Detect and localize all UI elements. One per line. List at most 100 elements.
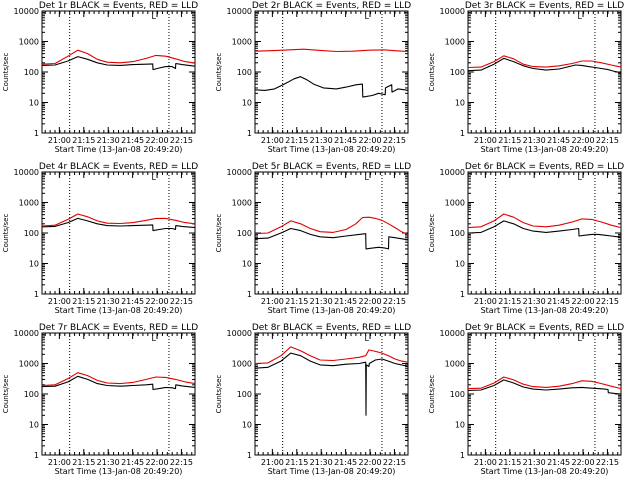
events-series-line [41,217,196,232]
y-tick-label: 1000 [232,199,252,208]
y-tick-label: 10000 [227,329,252,338]
x-tick-label: 21:45 [547,136,570,145]
events-series-line [41,375,196,391]
events-series-line [254,227,409,250]
x-tick-label: 21:00 [474,458,497,467]
x-tick-label: 22:15 [596,458,619,467]
x-tick-label: 21:30 [97,136,120,145]
y-tick-label: 10000 [440,168,465,177]
x-tick-label: 21:00 [261,136,284,145]
panel-title: Det 9r BLACK = Events, RED = LLD [465,323,624,333]
y-tick-label: 10 [242,99,252,108]
panel-title: Det 6r BLACK = Events, RED = LLD [465,162,624,172]
x-tick-label: 22:15 [383,136,406,145]
detector-panel-5: Det 5r BLACK = Events, RED = LLD 1 10 100 10… [215,162,411,315]
panel-title: Det 7r BLACK = Events, RED = LLD [39,323,198,333]
lld-series-line [41,372,196,387]
detector-panel-8: Det 8r BLACK = Events, RED = LLD 1 10 100 10… [215,323,411,476]
y-axis-label: Counts/sec [2,375,10,414]
y-tick-label: 1 [247,290,252,299]
x-axis-label: Start Time (13-Jan-08 20:49:20) [481,306,609,315]
y-tick-label: 100 [450,390,465,399]
x-tick-label: 22:00 [145,458,168,467]
y-tick-label: 10000 [227,168,252,177]
panel-title: Det 5r BLACK = Events, RED = LLD [252,162,411,172]
corner-marker-label: L [151,334,156,343]
x-tick-label: 22:00 [358,136,381,145]
y-tick-label: 1 [34,129,39,138]
y-tick-label: 1000 [445,360,465,369]
corner-marker-label: L [364,12,369,21]
plot-frame [41,332,196,456]
plot-frame [254,332,409,456]
detector-panel-7: Det 7r BLACK = Events, RED = LLD 1 10 100 10… [2,323,198,476]
x-tick-label: 21:15 [285,458,308,467]
y-axis-label: Counts/sec [2,53,10,92]
y-tick-label: 1 [34,451,39,460]
x-tick-label: 21:00 [261,297,284,306]
x-tick-label: 21:45 [334,458,357,467]
y-tick-label: 10 [29,421,39,430]
y-tick-label: 10 [242,421,252,430]
events-series-line [41,56,196,71]
y-tick-label: 1 [247,451,252,460]
y-tick-label: 1 [460,290,465,299]
x-tick-label: 21:30 [523,136,546,145]
x-tick-label: 22:00 [571,458,594,467]
plot-frame [254,171,409,295]
corner-marker-label: L [151,173,156,182]
y-tick-label: 1000 [19,360,39,369]
x-tick-label: 22:00 [145,297,168,306]
y-tick-label: 1000 [445,199,465,208]
y-tick-label: 100 [450,229,465,238]
y-tick-label: 1000 [232,360,252,369]
y-tick-label: 10 [29,260,39,269]
x-axis-label: Start Time (13-Jan-08 20:49:20) [55,467,183,476]
y-tick-label: 100 [237,68,252,77]
y-tick-label: 10 [242,260,252,269]
panel-title: Det 3r BLACK = Events, RED = LLD [465,1,624,11]
x-tick-label: 21:45 [121,297,144,306]
x-tick-label: 22:15 [596,136,619,145]
x-tick-label: 21:15 [285,297,308,306]
y-axis-label: Counts/sec [428,53,436,92]
x-tick-label: 21:45 [334,297,357,306]
detector-panel-3: Det 3r BLACK = Events, RED = LLD 1 10 100 10… [428,1,624,154]
x-tick-label: 21:15 [72,458,95,467]
y-axis-label: Counts/sec [215,375,223,414]
plot-frame [467,10,622,134]
detector-panel-4: Det 4r BLACK = Events, RED = LLD 1 10 100 10… [2,162,198,315]
y-tick-label: 10 [455,99,465,108]
x-tick-label: 21:30 [523,458,546,467]
x-axis-label: Start Time (13-Jan-08 20:49:20) [268,306,396,315]
y-axis-label: Counts/sec [428,375,436,414]
x-tick-label: 21:30 [97,297,120,306]
plot-frame [467,332,622,456]
y-tick-label: 10000 [14,168,39,177]
corner-marker-label: L [577,12,582,21]
x-tick-label: 21:00 [474,136,497,145]
x-tick-label: 22:15 [170,136,193,145]
events-series-line [467,57,622,74]
panel-title: Det 8r BLACK = Events, RED = LLD [252,323,411,333]
lld-series-line [467,213,622,229]
y-tick-label: 10000 [14,329,39,338]
y-axis-label: Counts/sec [428,214,436,253]
panel-title: Det 4r BLACK = Events, RED = LLD [39,162,198,172]
y-tick-label: 100 [450,68,465,77]
lld-series-line [254,216,409,235]
lld-series-line [467,55,622,69]
y-tick-label: 10000 [440,329,465,338]
x-tick-label: 21:00 [261,458,284,467]
x-axis-label: Start Time (13-Jan-08 20:49:20) [55,306,183,315]
detector-panel-9: Det 9r BLACK = Events, RED = LLD 1 10 100 10… [428,323,624,476]
detector-panel-2: Det 2r BLACK = Events, RED = LLD 1 10 100 10… [215,1,411,154]
y-tick-label: 100 [24,68,39,77]
events-series-line [254,352,409,416]
y-axis-label: Counts/sec [215,53,223,92]
x-tick-label: 21:30 [523,297,546,306]
y-tick-label: 100 [237,390,252,399]
x-tick-label: 21:00 [48,136,71,145]
x-axis-label: Start Time (13-Jan-08 20:49:20) [481,145,609,154]
